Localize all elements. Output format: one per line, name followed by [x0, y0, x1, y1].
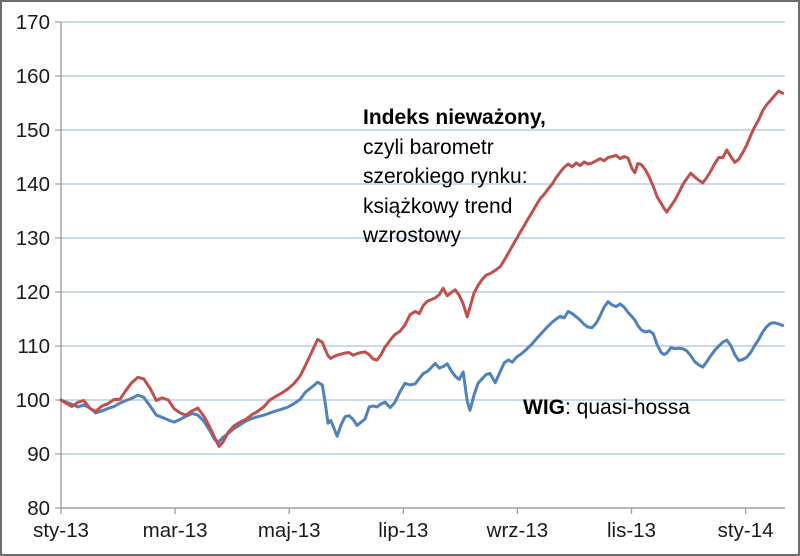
y-axis-label: 130 [16, 227, 50, 250]
series-line-unweighted-index [59, 89, 785, 448]
x-axis-label: wrz-13 [486, 519, 549, 542]
x-axis-label: sty-14 [718, 519, 774, 542]
x-axis-label: mar-13 [143, 519, 208, 542]
x-axis-label: sty-13 [33, 519, 89, 542]
x-axis-label: lip-13 [378, 519, 428, 542]
annotation-line: szerokiego rynku: [363, 165, 528, 188]
annotation-line: książkowy trend [363, 194, 513, 218]
y-axis-label: 150 [16, 119, 50, 142]
annotation-wig-bold: WIG [523, 396, 565, 419]
annotation-line: czyli barometr [363, 135, 494, 159]
y-axis-label: 80 [27, 497, 50, 520]
y-axis-label: 120 [16, 281, 50, 304]
annotation-unweighted-index: Indeks nieważony, czyli barometr szeroki… [363, 103, 546, 251]
annotation-wig: WIG: quasi-hossa [523, 396, 690, 420]
x-axis-label: maj-13 [258, 519, 321, 542]
annotation-line: Indeks nieważony, [363, 106, 546, 129]
y-axis-label: 110 [17, 335, 50, 358]
x-axis-label: lis-13 [607, 519, 656, 542]
y-axis-label: 100 [16, 389, 50, 412]
y-axis-label: 90 [27, 443, 50, 466]
series-line-wig [59, 300, 785, 444]
y-axis-label: 170 [16, 11, 50, 34]
y-axis-label: 140 [16, 173, 50, 196]
annotation-line: wzrostowy [363, 224, 462, 247]
y-axis-label: 160 [16, 65, 50, 88]
annotation-wig-rest: : quasi-hossa [565, 396, 690, 419]
